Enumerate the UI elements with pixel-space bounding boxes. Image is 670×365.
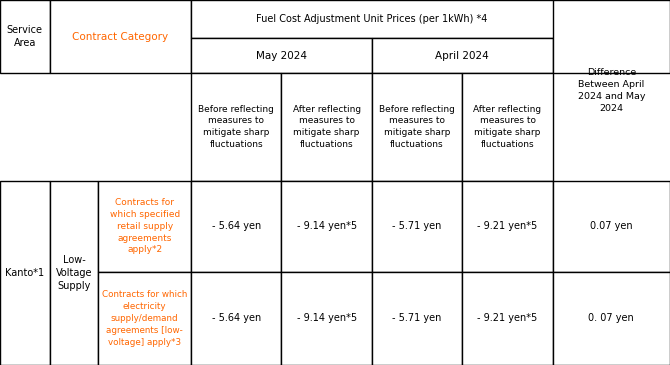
Text: After reflecting
measures to
mitigate sharp
fluctuations: After reflecting measures to mitigate sh… <box>293 105 360 149</box>
Bar <box>191 181 281 272</box>
Text: - 5.64 yen: - 5.64 yen <box>212 314 261 323</box>
Text: - 9.14 yen*5: - 9.14 yen*5 <box>297 221 356 231</box>
Text: April 2024: April 2024 <box>436 51 489 61</box>
Bar <box>191 38 372 73</box>
Bar <box>553 0 670 73</box>
Text: Contracts for which
electricity
supply/demand
agreements [low-
voltage] apply*3: Contracts for which electricity supply/d… <box>102 291 188 346</box>
Bar <box>372 181 462 272</box>
Text: May 2024: May 2024 <box>256 51 307 61</box>
Bar <box>372 272 462 365</box>
Text: Kanto*1: Kanto*1 <box>5 268 44 278</box>
Text: Low-
Voltage
Supply: Low- Voltage Supply <box>56 255 92 291</box>
Bar <box>191 272 281 365</box>
Text: After reflecting
measures to
mitigate sharp
fluctuations: After reflecting measures to mitigate sh… <box>474 105 541 149</box>
Text: - 9.14 yen*5: - 9.14 yen*5 <box>297 314 356 323</box>
Bar <box>462 181 553 272</box>
Bar <box>191 0 670 38</box>
Bar <box>281 272 372 365</box>
Text: Before reflecting
measures to
mitigate sharp
fluctuations: Before reflecting measures to mitigate s… <box>379 105 455 149</box>
Bar <box>462 272 553 365</box>
Bar <box>50 0 191 73</box>
Bar <box>281 73 372 181</box>
Text: - 5.71 yen: - 5.71 yen <box>393 314 442 323</box>
Bar <box>553 181 670 272</box>
Text: - 9.21 yen*5: - 9.21 yen*5 <box>478 314 537 323</box>
Text: 0.07 yen: 0.07 yen <box>590 221 632 231</box>
Text: Difference
Between April
2024 and May
2024: Difference Between April 2024 and May 20… <box>578 68 645 112</box>
Text: - 9.21 yen*5: - 9.21 yen*5 <box>478 221 537 231</box>
Text: Service
Area: Service Area <box>7 25 43 48</box>
Text: Fuel Cost Adjustment Unit Prices (per 1kWh) *4: Fuel Cost Adjustment Unit Prices (per 1k… <box>256 14 488 24</box>
Text: Contracts for
which specified
retail supply
agreements
apply*2: Contracts for which specified retail sup… <box>110 198 180 254</box>
Bar <box>0 181 50 365</box>
Bar <box>462 73 553 181</box>
Text: 0. 07 yen: 0. 07 yen <box>588 314 634 323</box>
Bar <box>281 181 372 272</box>
Bar <box>372 73 462 181</box>
Bar <box>372 38 553 73</box>
Bar <box>98 181 191 272</box>
Bar <box>98 272 191 365</box>
Bar <box>0 0 50 73</box>
Text: Contract Category: Contract Category <box>72 31 168 42</box>
Text: - 5.64 yen: - 5.64 yen <box>212 221 261 231</box>
Bar <box>50 181 98 365</box>
Text: - 5.71 yen: - 5.71 yen <box>393 221 442 231</box>
Bar <box>553 272 670 365</box>
Text: Before reflecting
measures to
mitigate sharp
fluctuations: Before reflecting measures to mitigate s… <box>198 105 274 149</box>
Bar <box>191 73 281 181</box>
